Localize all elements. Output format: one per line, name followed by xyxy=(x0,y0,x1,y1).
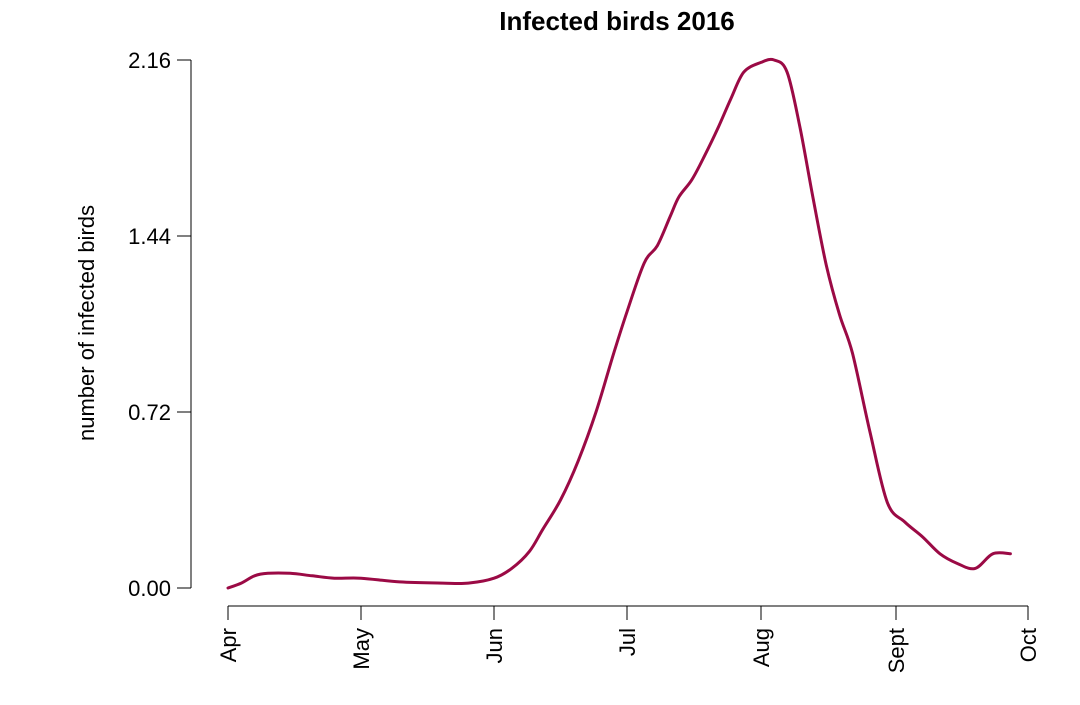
x-tick-label: Jun xyxy=(482,628,507,663)
x-tick-label: Sept xyxy=(884,628,909,673)
y-tick-label: 1.44 xyxy=(128,224,171,249)
x-tick-label: Aug xyxy=(749,628,774,667)
chart-title: Infected birds 2016 xyxy=(499,6,735,36)
x-axis: Apr May Jun Jul Aug Sept Oct xyxy=(216,605,1041,673)
x-tick-label: Jul xyxy=(615,628,640,656)
y-tick-label: 2.16 xyxy=(128,48,171,73)
x-tick-label: Apr xyxy=(216,628,241,662)
x-tick-label: May xyxy=(349,628,374,670)
series-line xyxy=(226,57,1012,590)
y-tick-label: 0.72 xyxy=(128,400,171,425)
x-tick-label: Oct xyxy=(1016,628,1041,662)
y-axis: 0.00 0.72 1.44 2.16 xyxy=(128,48,192,601)
y-axis-label: number of infected birds xyxy=(74,205,99,441)
y-tick-label: 0.00 xyxy=(128,576,171,601)
